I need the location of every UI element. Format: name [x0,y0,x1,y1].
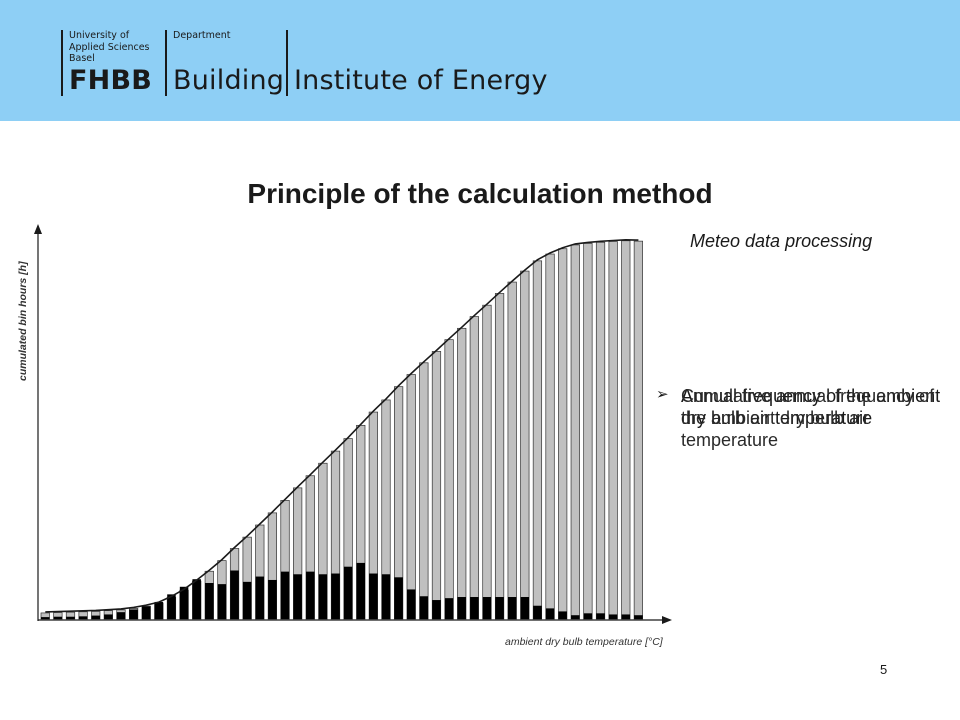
y-axis-arrow-icon [34,224,42,234]
header-banner: University of Applied Sciences Basel Dep… [0,0,960,121]
logo-department-text: Department [173,30,231,41]
frequency-bar [507,597,517,619]
logo-institute: Institute of Energy [294,65,548,96]
logo-building: Building [173,65,285,96]
frequency-bar [444,598,454,619]
frequency-bar [167,594,176,619]
frequency-bar [192,579,201,619]
logo-divider-1 [61,30,63,96]
frequency-bar [129,609,138,619]
cumulative-bar [507,281,517,620]
slide-title: Principle of the calculation method [247,178,713,209]
x-axis-label: ambient dry bulb temperature [°C] [505,636,664,648]
frequency-bar [91,615,100,619]
frequency-bar [268,579,277,619]
frequency-bar [331,573,340,619]
frequency-bar [41,617,50,619]
cumulative-bar [608,241,618,620]
frequency-bar [242,581,252,619]
frequency-bar [53,616,63,619]
frequency-bar [230,570,239,619]
frequency-bar [104,614,113,619]
logo-university-text: University of Applied Sciences Basel [69,30,150,65]
frequency-bar [470,597,479,619]
frequency-bar [141,606,151,619]
frequency-bar [205,582,214,619]
cumulative-bar [621,240,631,620]
frequency-bar [495,597,504,619]
slide-subtitle: Meteo data processing [690,231,873,251]
cumulative-bar [545,253,555,620]
logo-line-3: Basel [69,53,95,64]
cumulative-bar [457,327,467,620]
frequency-bar [318,574,328,619]
frequency-bar [154,601,164,619]
frequency-bar [293,574,302,619]
logo-fhbb: FHBB [69,65,152,96]
frequency-bar [482,597,492,619]
arrow-bullet-icon: ➢ [656,385,669,403]
frequency-bar [217,584,227,619]
frequency-bar [306,571,315,619]
frequency-bar [621,614,631,619]
logo-divider-3 [286,30,288,96]
cumulative-bar [469,316,479,620]
frequency-bar [533,605,542,619]
frequency-bar [116,612,126,619]
frequency-bar [369,573,378,619]
frequency-bar [179,586,189,619]
frequency-bar [545,608,555,619]
frequency-bar [419,596,429,619]
cumulative-bar [520,270,530,620]
frequency-bar [280,571,290,619]
frequency-bar [432,600,441,619]
frequency-bar [406,589,416,619]
cumulative-bar [633,240,643,620]
bullet-cumulative-frequency: Cumulative annual frequency of the ambie… [681,386,935,450]
logo-fhbb-text: FHBB [69,65,152,96]
logo-line-1: University of [69,30,130,41]
cumulative-bar [494,293,505,620]
bullet-annual-frequency: Annual frequency of the ambient dry bulb… [681,386,941,428]
frequency-bars [41,562,643,619]
cumulative-bar [482,304,492,620]
cumulative-curve [45,238,639,613]
frequency-bar [634,615,643,619]
frequency-bar [520,597,530,619]
frequency-bar [66,616,75,619]
frequency-bar [255,576,265,619]
y-axis-label: cumulated bin hours [h] [17,261,29,381]
frequency-bar [608,614,618,619]
frequency-bar [343,566,353,619]
cumulative-bar [419,362,429,620]
frequency-bar [381,574,391,619]
cumulative-bar [595,241,606,620]
logo-divider-2 [165,30,167,96]
x-axis-arrow-icon [662,616,672,624]
frequency-bar [571,615,580,619]
frequency-bar [78,616,88,619]
frequency-bar [394,577,403,619]
cumulative-bar [583,243,593,620]
cumulative-bar [558,248,568,620]
logo-line-2: Applied Sciences [69,41,150,53]
frequency-bar [583,613,593,619]
cumulative-bar [406,374,416,620]
frequency-bar [558,611,567,619]
cumulative-bar [532,260,543,620]
frequency-bar [457,597,466,619]
cumulative-bars [40,240,643,620]
frequency-bar [596,613,605,619]
cumulative-bar [570,244,580,620]
cumulative-bar [431,351,442,620]
cumulative-bar [444,339,454,620]
frequency-bar [356,562,365,619]
page-number: 5 [880,662,888,677]
